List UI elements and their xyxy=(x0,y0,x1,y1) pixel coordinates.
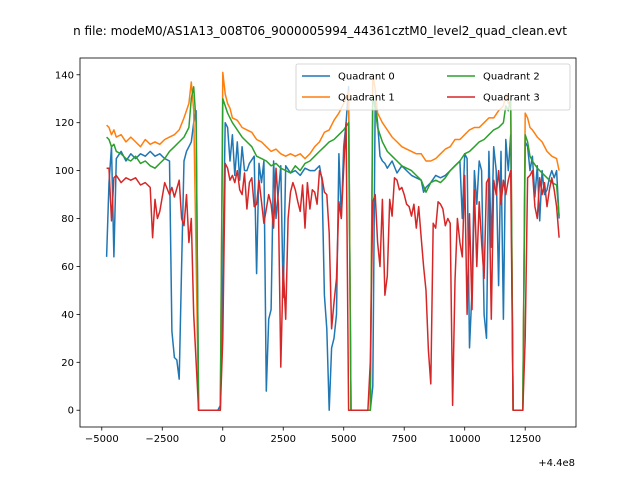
y-tick-label: 120 xyxy=(55,118,74,129)
chart-title: n file: modeM0/AS1A13_008T06_9000005994_… xyxy=(73,24,567,38)
y-tick-label: 0 xyxy=(68,406,74,417)
legend: Quadrant 0 Quadrant 1 Quadrant 2 Quadrant 3 xyxy=(295,63,571,111)
y-tick-label: 40 xyxy=(61,310,74,321)
x-tick-label: 2500 xyxy=(271,434,296,445)
series-layer xyxy=(105,71,560,411)
x-offset-label: +4.4e8 xyxy=(538,458,575,469)
legend-box xyxy=(295,63,571,111)
x-tick-label: 0 xyxy=(220,434,226,445)
x-tick-label: 12500 xyxy=(509,434,541,445)
legend-label-quadrant-3: Quadrant 3 xyxy=(483,93,540,104)
y-tick-label: 60 xyxy=(61,262,74,273)
y-tick-label: 20 xyxy=(61,358,74,369)
series-line-quadrant-0 xyxy=(105,86,560,411)
x-tick-label: −2500 xyxy=(145,434,179,445)
x-tick-label: 5000 xyxy=(331,434,356,445)
series-line-quadrant-3 xyxy=(106,121,560,411)
x-tick-label: −5000 xyxy=(85,434,119,445)
plot-frame xyxy=(79,57,577,428)
x-tick-label: 10000 xyxy=(449,434,481,445)
legend-label-quadrant-1: Quadrant 1 xyxy=(338,93,395,104)
y-tick-label: 80 xyxy=(61,214,74,225)
legend-label-quadrant-2: Quadrant 2 xyxy=(483,72,540,83)
y-tick-label: 140 xyxy=(55,70,74,81)
x-axis: −5000 −2500 0 2500 5000 7500 10000 12500 xyxy=(85,427,541,445)
y-tick-label: 100 xyxy=(55,166,74,177)
legend-label-quadrant-0: Quadrant 0 xyxy=(338,72,395,83)
y-axis: 0 20 40 60 80 100 120 140 xyxy=(55,70,80,417)
x-tick-label: 7500 xyxy=(391,434,416,445)
series-line-quadrant-2 xyxy=(106,86,560,411)
series-line-quadrant-1 xyxy=(106,71,560,411)
